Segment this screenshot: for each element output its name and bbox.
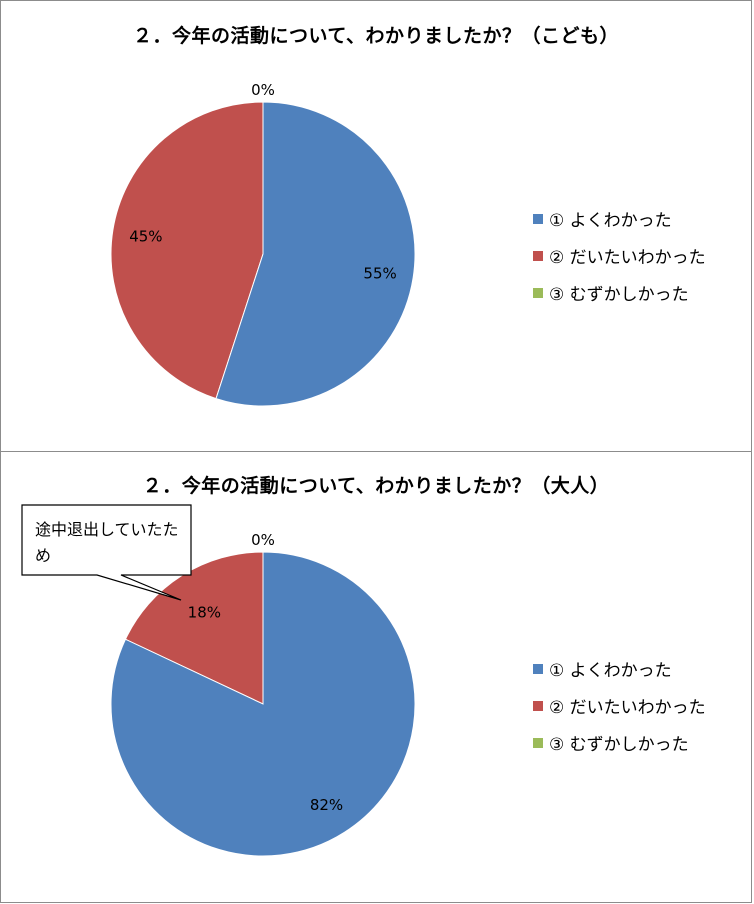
legend: ① よくわかった ② だいたいわかった ③ むずかしかった xyxy=(533,650,706,761)
legend-item: ② だいたいわかった xyxy=(533,237,706,274)
legend-item: ② だいたいわかった xyxy=(533,687,706,724)
callout-box xyxy=(21,504,192,601)
legend-swatch xyxy=(533,250,543,261)
slice-data-label: 18% xyxy=(188,604,221,622)
legend-label: ③ むずかしかった xyxy=(549,735,689,755)
legend-swatch xyxy=(533,287,543,298)
legend-label: ② だいたいわかった xyxy=(549,248,706,268)
pie-slice xyxy=(215,101,416,407)
pie-chart-kids: 55% 45% 0% xyxy=(110,81,416,407)
slice-data-label: 82% xyxy=(310,796,343,814)
chart-title: ２．今年の活動について、わかりましたか？（大人） xyxy=(142,475,610,497)
slice-data-label: 55% xyxy=(363,265,396,283)
legend-swatch xyxy=(533,737,543,748)
pie-slice xyxy=(110,551,416,857)
legend: ① よくわかった ② だいたいわかった ③ むずかしかった xyxy=(533,200,706,311)
slice-data-label: 45% xyxy=(129,227,162,245)
legend-item: ③ むずかしかった xyxy=(533,724,706,761)
pie-slice xyxy=(124,551,264,705)
legend-label: ① よくわかった xyxy=(549,211,672,231)
chart-panel-kids: ２．今年の活動について、わかりましたか？（こども） 55% 45% 0% ① よくわ… xyxy=(0,0,752,452)
legend-swatch xyxy=(533,700,543,711)
callout-annotation: 途中退出していたため xyxy=(35,520,179,565)
legend-swatch xyxy=(533,213,543,224)
legend-swatch xyxy=(533,663,543,674)
legend-item: ① よくわかった xyxy=(533,650,706,687)
slice-data-label: 0% xyxy=(251,81,275,99)
chart-title: ２．今年の活動について、わかりましたか？（こども） xyxy=(133,25,619,47)
legend-item: ① よくわかった xyxy=(533,200,706,237)
legend-item: ③ むずかしかった xyxy=(533,274,706,311)
pie-slice xyxy=(110,101,264,400)
legend-label: ① よくわかった xyxy=(549,661,672,681)
legend-label: ② だいたいわかった xyxy=(549,698,706,718)
pie-chart-adults: 82% 18% 0% xyxy=(21,504,416,857)
slice-data-label: 0% xyxy=(251,531,275,549)
legend-label: ③ むずかしかった xyxy=(549,285,689,305)
chart-panel-adults: ２．今年の活動について、わかりましたか？（大人） 82% 18% 0% 途中退出して… xyxy=(0,451,752,903)
